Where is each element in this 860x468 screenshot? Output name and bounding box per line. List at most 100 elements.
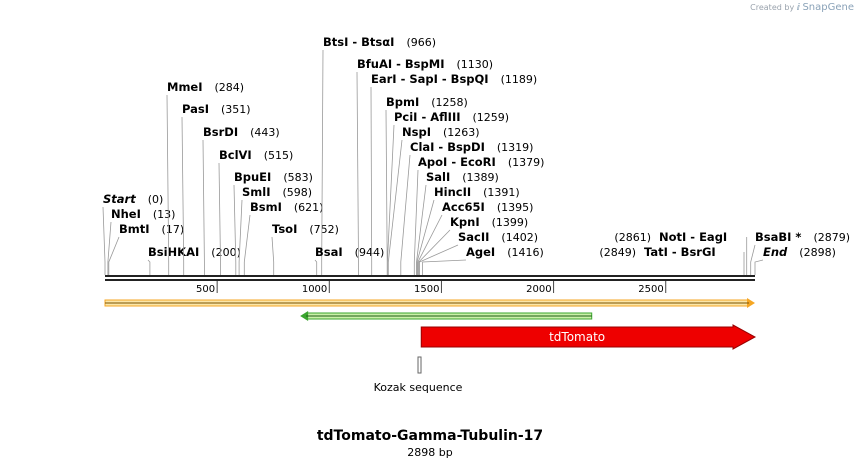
site-label-5[interactable]: PasI xyxy=(182,102,209,116)
orange-strand-arrowhead xyxy=(747,298,755,308)
site-label-13[interactable]: BsaI xyxy=(315,245,343,259)
scale-tick-label: 1000 xyxy=(302,284,327,295)
site-leader-line xyxy=(243,214,251,275)
site-position-29: (2879) xyxy=(813,231,850,244)
scale-tick-label: 2000 xyxy=(526,284,551,295)
tdtomato-feature-arrow[interactable] xyxy=(420,324,757,350)
site-position-12: (966) xyxy=(406,36,436,49)
site-label-2[interactable]: BmtI xyxy=(119,222,150,236)
site-label-18[interactable]: NspI xyxy=(402,125,431,139)
site-label-28[interactable]: TatI - BsrGI xyxy=(644,245,716,259)
site-leader-line xyxy=(356,71,359,275)
site-position-17: (1259) xyxy=(473,111,510,124)
site-label-7[interactable]: BclVI xyxy=(219,148,252,162)
site-leader-line xyxy=(166,94,170,275)
site-leader-line xyxy=(108,236,120,275)
site-label-1[interactable]: NheI xyxy=(111,207,141,221)
site-position-19: (1319) xyxy=(497,141,534,154)
site-label-9[interactable]: SmlI xyxy=(242,185,271,199)
site-position-9: (598) xyxy=(283,186,313,199)
site-position-3: (200) xyxy=(211,246,241,259)
kozak-marker[interactable] xyxy=(417,356,422,374)
site-leader-line xyxy=(271,236,275,275)
sequence-length: 2898 bp xyxy=(407,446,453,459)
site-leader-line xyxy=(754,259,764,275)
site-leader-line xyxy=(419,244,459,275)
site-position-15: (1189) xyxy=(501,73,538,86)
site-leader-line xyxy=(417,214,443,275)
snapgene-watermark: Created by ⅈ SnapGene xyxy=(750,2,854,13)
site-label-4[interactable]: MmeI xyxy=(167,80,203,94)
site-label-12[interactable]: BtsI - BtsαI xyxy=(323,35,394,49)
site-leader-line xyxy=(238,199,243,275)
site-position-25: (1402) xyxy=(501,231,538,244)
watermark-brand: SnapGene xyxy=(802,2,854,13)
scale-tick-label: 500 xyxy=(196,284,215,295)
site-label-26[interactable]: AgeI xyxy=(466,245,495,259)
site-leader-line xyxy=(107,221,112,275)
site-leader-line xyxy=(218,162,221,275)
site-leader-line xyxy=(387,124,395,275)
green-strand-arrowhead xyxy=(300,311,309,321)
site-leader-line xyxy=(147,259,151,275)
site-position-13: (944) xyxy=(355,246,385,259)
site-position-23: (1395) xyxy=(497,201,534,214)
site-label-0[interactable]: Start xyxy=(103,192,136,206)
site-label-22[interactable]: HincII xyxy=(434,185,471,199)
site-position-21: (1389) xyxy=(462,171,499,184)
site-position-4: (284) xyxy=(215,81,245,94)
site-label-21[interactable]: SalI xyxy=(426,170,450,184)
watermark-text: Created by xyxy=(750,3,795,12)
site-label-23[interactable]: Acc65I xyxy=(442,200,485,214)
site-label-19[interactable]: ClaI - BspDI xyxy=(410,140,485,154)
snapgene-logo-icon: ⅈ xyxy=(796,3,800,13)
site-leader-line xyxy=(418,229,451,275)
site-leader-line xyxy=(750,244,756,275)
site-position-18: (1263) xyxy=(443,126,480,139)
site-position-24: (1399) xyxy=(492,216,529,229)
site-leader-line xyxy=(181,116,185,275)
site-label-14[interactable]: BfuAI - BspMI xyxy=(357,57,444,71)
site-label-17[interactable]: PciI - AflIII xyxy=(394,110,461,124)
site-position-10: (621) xyxy=(294,201,324,214)
site-label-27[interactable]: NotI - EagI xyxy=(659,230,727,244)
site-position-22: (1391) xyxy=(483,186,520,199)
site-label-11[interactable]: TsoI xyxy=(272,222,297,236)
site-position-0: (0) xyxy=(148,193,164,206)
site-label-30[interactable]: End xyxy=(763,245,788,259)
site-position-6: (443) xyxy=(250,126,280,139)
sequence-title: tdTomato-Gamma-Tubulin-17 xyxy=(316,428,544,444)
site-leader-line xyxy=(314,259,318,275)
kozak-label: Kozak sequence xyxy=(374,381,463,394)
site-leader-line xyxy=(400,154,411,275)
site-position-5: (351) xyxy=(221,103,251,116)
site-position-20: (1379) xyxy=(508,156,545,169)
site-label-8[interactable]: BpuEI xyxy=(234,170,271,184)
site-label-10[interactable]: BsmI xyxy=(250,200,282,214)
site-leader-line xyxy=(422,259,467,275)
site-position-1: (13) xyxy=(153,208,176,221)
site-leader-line xyxy=(370,86,373,275)
site-position-2: (17) xyxy=(162,223,185,236)
site-label-25[interactable]: SacII xyxy=(458,230,489,244)
site-label-16[interactable]: BpmI xyxy=(386,95,419,109)
site-leader-line xyxy=(102,206,106,275)
site-position-30: (2898) xyxy=(799,246,836,259)
site-label-3[interactable]: BsiHKAI xyxy=(148,245,199,259)
site-position-27: (2861) xyxy=(614,231,651,244)
scale-tick-label: 1500 xyxy=(414,284,439,295)
site-leader-line xyxy=(202,139,205,275)
site-leader-line xyxy=(233,184,237,275)
site-position-28: (2849) xyxy=(599,246,636,259)
site-leader-line xyxy=(413,169,419,275)
site-label-6[interactable]: BsrDI xyxy=(203,125,238,139)
site-position-16: (1258) xyxy=(431,96,468,109)
site-label-29[interactable]: BsaBI * xyxy=(755,230,801,244)
site-leader-line xyxy=(385,109,388,275)
site-label-24[interactable]: KpnI xyxy=(450,215,480,229)
site-position-7: (515) xyxy=(264,149,294,162)
site-position-26: (1416) xyxy=(507,246,544,259)
site-label-15[interactable]: EarI - SapI - BspQI xyxy=(371,72,489,86)
site-label-20[interactable]: ApoI - EcoRI xyxy=(418,155,496,169)
site-leader-line xyxy=(387,139,403,275)
